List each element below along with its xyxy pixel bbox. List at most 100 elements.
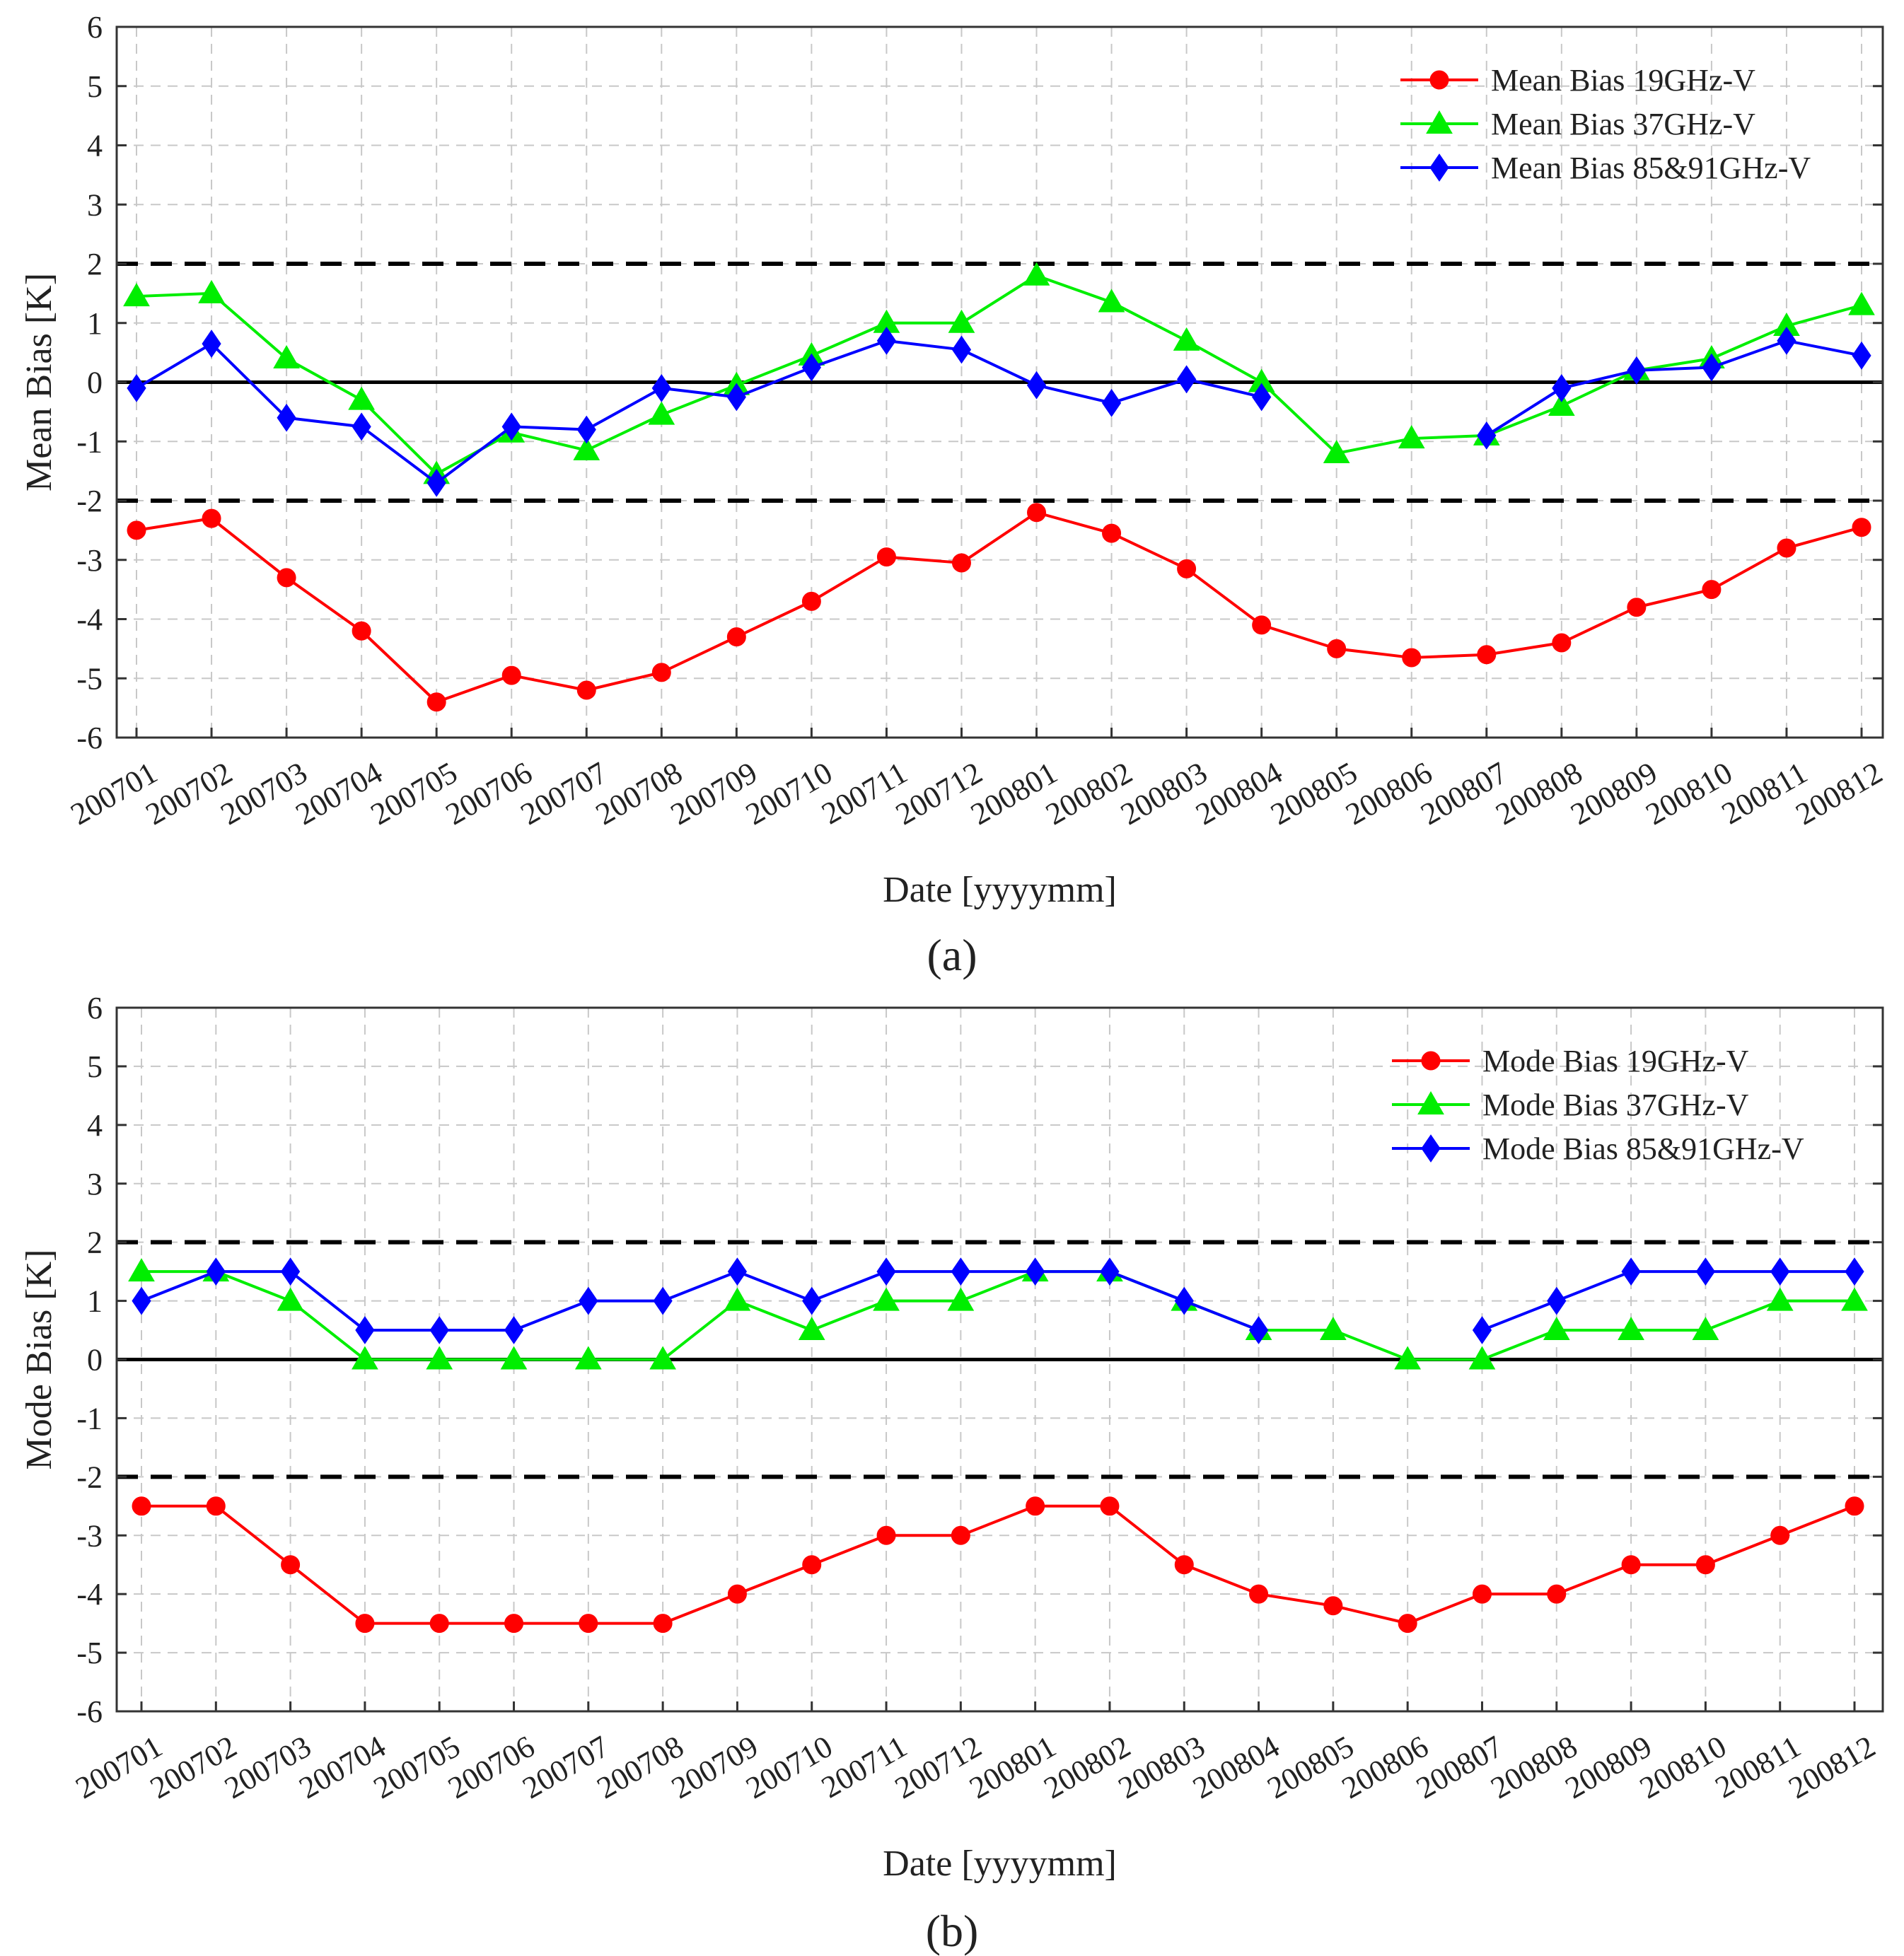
x-tick-label: 200706 <box>442 1729 540 1805</box>
data-point <box>1692 1317 1719 1341</box>
data-point <box>1023 262 1050 286</box>
x-axis-label: Date [yyyymm] <box>883 870 1117 910</box>
data-point <box>202 330 221 358</box>
data-point <box>947 1287 975 1311</box>
data-point <box>277 1287 304 1311</box>
data-point <box>1702 580 1722 600</box>
x-tick-label: 200711 <box>816 755 913 832</box>
series-line <box>141 1504 1855 1625</box>
data-point <box>500 1346 528 1370</box>
data-point <box>355 1614 375 1634</box>
data-point <box>202 508 221 528</box>
data-point <box>948 309 975 333</box>
y-tick-label: 3 <box>87 187 103 222</box>
data-point <box>1845 1496 1864 1516</box>
data-point <box>501 665 521 685</box>
data-point <box>1101 388 1122 417</box>
y-tick-label: -1 <box>76 1401 103 1436</box>
y-tick-label: 5 <box>87 1049 103 1084</box>
data-point <box>951 1257 970 1286</box>
legend-label: Mean Bias 85&91GHz-V <box>1491 151 1811 185</box>
data-point <box>352 1346 378 1370</box>
x-tick-label: 200805 <box>1265 755 1363 832</box>
data-point <box>198 279 225 303</box>
data-point <box>1543 1317 1570 1341</box>
legend-marker <box>1429 153 1449 182</box>
data-point <box>1323 1596 1343 1616</box>
y-tick-label: -6 <box>76 721 103 755</box>
y-tick-label: 1 <box>87 306 103 341</box>
data-point <box>1177 365 1197 394</box>
data-point <box>1026 371 1047 400</box>
legend-label: Mode Bias 19GHz-V <box>1482 1044 1749 1078</box>
x-tick-label: 200706 <box>440 755 538 832</box>
y-tick-label: 4 <box>87 1108 103 1143</box>
y-tick-label: -2 <box>76 484 103 518</box>
legend-marker <box>1426 110 1453 134</box>
data-point <box>1627 356 1647 385</box>
data-point <box>277 403 296 432</box>
y-tick-label: 0 <box>87 1343 103 1378</box>
data-point <box>1618 1317 1644 1341</box>
x-tick-label: 200811 <box>1716 755 1813 832</box>
x-tick-label: 200809 <box>1560 1729 1658 1805</box>
y-tick-label: -6 <box>76 1694 103 1729</box>
data-point <box>1174 1555 1194 1575</box>
legend-label: Mode Bias 37GHz-V <box>1482 1088 1749 1122</box>
x-tick-label: 200705 <box>368 1729 466 1805</box>
x-tick-label: 200809 <box>1565 755 1664 832</box>
y-tick-label: -1 <box>76 424 103 459</box>
x-tick-label: 200808 <box>1485 1729 1583 1805</box>
x-tick-label: 200812 <box>1783 1729 1881 1805</box>
data-point <box>128 1258 155 1282</box>
y-tick-label: -3 <box>76 1518 103 1553</box>
legend-marker <box>1421 1134 1441 1163</box>
data-point <box>281 1555 301 1575</box>
y-tick-label: -4 <box>76 602 103 637</box>
data-point <box>1177 559 1197 578</box>
panel-label-a: (a) <box>927 930 977 980</box>
data-point <box>127 520 146 540</box>
data-point <box>429 1316 449 1344</box>
y-axis-label: Mean Bias [K] <box>19 273 59 491</box>
data-point <box>1695 1257 1715 1286</box>
data-point <box>1695 1555 1715 1575</box>
x-tick-label: 200808 <box>1490 755 1589 832</box>
x-tick-label: 200801 <box>963 1729 1062 1805</box>
x-tick-label: 200802 <box>1038 1729 1137 1805</box>
data-point <box>653 1614 673 1634</box>
y-tick-label: 0 <box>87 366 103 400</box>
data-point <box>1027 503 1047 523</box>
data-point <box>801 353 821 382</box>
data-point <box>281 1257 301 1286</box>
x-tick-label: 200707 <box>517 1729 615 1805</box>
data-point <box>1621 1257 1641 1286</box>
legend-label: Mean Bias 19GHz-V <box>1491 63 1755 98</box>
series-line <box>1485 339 1862 437</box>
x-tick-label: 200804 <box>1187 1729 1285 1805</box>
data-point <box>1252 615 1272 635</box>
panel-a-mean-bias-chart: -6-5-4-3-2-10123456200701200702200703200… <box>19 10 1888 910</box>
series-line <box>135 339 1262 484</box>
data-point <box>649 1346 676 1370</box>
legend-label: Mode Bias 85&91GHz-V <box>1482 1131 1804 1166</box>
data-point <box>1777 326 1796 355</box>
data-point <box>1852 518 1871 537</box>
x-tick-label: 200702 <box>144 1729 243 1805</box>
data-point <box>876 547 896 567</box>
data-point <box>574 1346 602 1370</box>
data-point <box>1547 1286 1567 1315</box>
y-tick-label: 3 <box>87 1167 103 1201</box>
series-line <box>136 274 1862 476</box>
x-tick-label: 200803 <box>1113 1729 1211 1805</box>
x-tick-label: 200803 <box>1115 755 1213 832</box>
data-point <box>1552 633 1572 653</box>
series-line <box>1481 1270 1854 1332</box>
data-point <box>348 386 375 410</box>
series-mode-bias-85-91ghz-v <box>132 1257 1864 1344</box>
y-tick-label: -4 <box>76 1577 103 1612</box>
x-tick-label: 200701 <box>65 755 163 832</box>
data-point <box>273 344 300 368</box>
data-point <box>1173 327 1200 351</box>
data-point <box>1770 1525 1790 1545</box>
